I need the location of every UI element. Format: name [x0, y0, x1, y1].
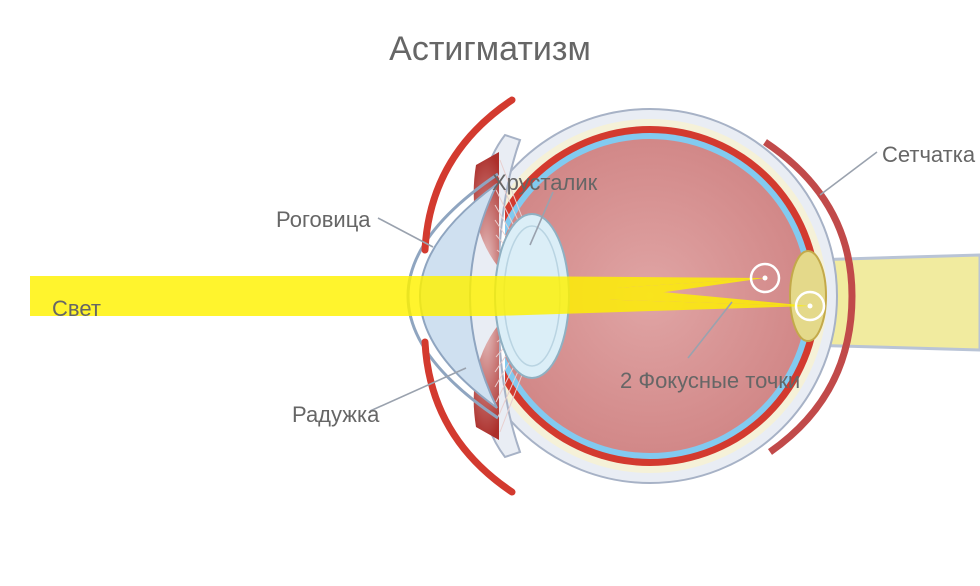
label-light: Свет [52, 296, 101, 322]
diagram-stage: Астигматизм Сетчатка Хрусталик Роговица … [0, 0, 980, 586]
label-lens: Хрусталик [492, 170, 597, 196]
label-retina: Сетчатка [882, 142, 975, 168]
label-cornea: Роговица [276, 207, 371, 233]
label-focal: 2 Фокусные точки [620, 368, 800, 394]
label-iris: Радужка [292, 402, 379, 428]
eye-diagram-svg [0, 0, 980, 586]
diagram-title: Астигматизм [0, 30, 980, 69]
